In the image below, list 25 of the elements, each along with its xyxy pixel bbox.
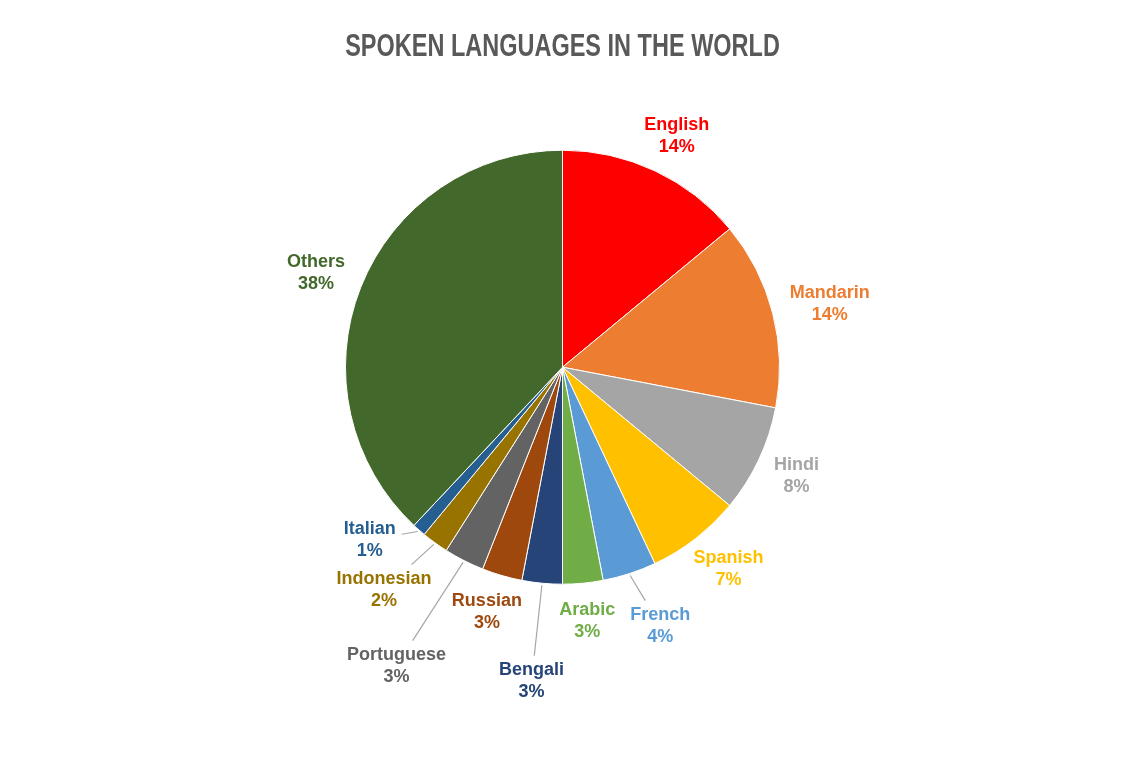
slice-label: Bengali bbox=[499, 658, 565, 679]
slice-label: English bbox=[644, 114, 710, 135]
slice-label: Mandarin bbox=[789, 281, 870, 302]
slice-label: Italian bbox=[343, 517, 396, 538]
data-label: 7% bbox=[715, 568, 742, 589]
data-label: 4% bbox=[647, 625, 674, 646]
data-label: 3% bbox=[383, 665, 410, 686]
slice-label: Russian bbox=[451, 590, 522, 611]
data-label: 8% bbox=[783, 475, 810, 496]
data-label: 3% bbox=[518, 680, 545, 701]
data-label: 14% bbox=[658, 136, 695, 157]
slice-label: Others bbox=[287, 251, 346, 272]
slice-label: Indonesian bbox=[336, 567, 432, 588]
data-label: 3% bbox=[574, 621, 601, 642]
data-label: 14% bbox=[811, 303, 848, 324]
data-label: 1% bbox=[356, 539, 383, 560]
slice-label: Arabic bbox=[559, 599, 616, 620]
slice-label: Portuguese bbox=[347, 643, 447, 664]
data-label: 2% bbox=[371, 589, 398, 610]
slice-label: French bbox=[630, 603, 691, 624]
chart-title: SPOKEN LANGUAGES IN THE WORLD bbox=[345, 27, 780, 63]
slice-label: Hindi bbox=[773, 453, 819, 474]
data-label: 38% bbox=[298, 273, 335, 294]
data-label: 3% bbox=[473, 612, 500, 633]
slice-label: Spanish bbox=[693, 546, 764, 567]
